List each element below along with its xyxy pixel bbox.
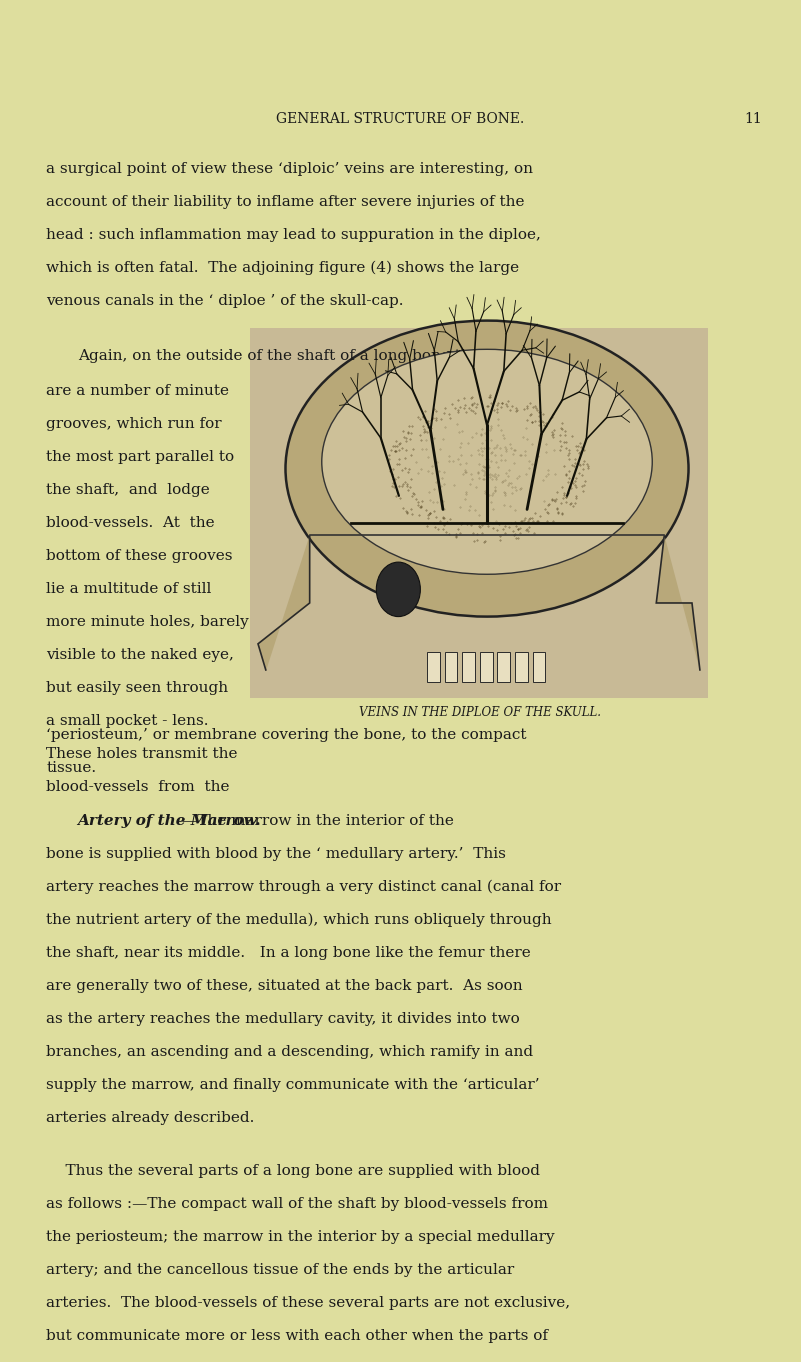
Text: These holes transmit the: These holes transmit the	[46, 746, 238, 761]
Ellipse shape	[285, 320, 689, 617]
Text: are a number of minute: are a number of minute	[46, 384, 229, 398]
Text: account of their liability to inflame after severe injuries of the: account of their liability to inflame af…	[46, 195, 525, 208]
Text: lie a multitude of still: lie a multitude of still	[46, 582, 211, 597]
Text: the periosteum; the marrow in the interior by a special medullary: the periosteum; the marrow in the interi…	[46, 1230, 555, 1244]
Text: the shaft, near its middle.   In a long bone like the femur there: the shaft, near its middle. In a long bo…	[46, 947, 531, 960]
Text: the most part parallel to: the most part parallel to	[46, 449, 235, 464]
Text: the shaft,  and  lodge: the shaft, and lodge	[46, 484, 210, 497]
Text: supply the marrow, and finally communicate with the ‘articular’: supply the marrow, and finally communica…	[46, 1077, 540, 1092]
PathPatch shape	[656, 535, 700, 670]
Bar	[445, 651, 457, 681]
Text: a surgical point of view these ‘diploic’ veins are interesting, on: a surgical point of view these ‘diploic’…	[46, 162, 533, 176]
Text: ‘periosteum,’ or membrane covering the bone, to the compact: ‘periosteum,’ or membrane covering the b…	[46, 729, 527, 742]
Text: the nutrient artery of the medulla), which runs obliquely through: the nutrient artery of the medulla), whi…	[46, 913, 552, 928]
Text: grooves, which run for: grooves, which run for	[46, 417, 222, 430]
Text: but communicate more or less with each other when the parts of: but communicate more or less with each o…	[46, 1329, 549, 1343]
Text: more minute holes, barely: more minute holes, barely	[46, 616, 249, 629]
Text: Thus the several parts of a long bone are supplied with blood: Thus the several parts of a long bone ar…	[46, 1165, 541, 1178]
Text: bone is supplied with blood by the ‘ medullary artery.’  This: bone is supplied with blood by the ‘ med…	[46, 847, 506, 861]
Text: arteries.  The blood-vessels of these several parts are not exclusive,: arteries. The blood-vessels of these sev…	[46, 1297, 570, 1310]
Text: 11: 11	[745, 112, 763, 127]
Text: artery; and the cancellous tissue of the ends by the articular: artery; and the cancellous tissue of the…	[46, 1263, 515, 1278]
Text: which is often fatal.  The adjoining figure (4) shows the large: which is often fatal. The adjoining figu…	[46, 262, 520, 275]
Text: bottom of these grooves: bottom of these grooves	[46, 549, 233, 563]
Text: visible to the naked eye,: visible to the naked eye,	[46, 648, 235, 662]
Text: as the artery reaches the medullary cavity, it divides into two: as the artery reaches the medullary cavi…	[46, 1012, 520, 1026]
Text: venous canals in the ‘ diploe ’ of the skull-cap.: venous canals in the ‘ diploe ’ of the s…	[46, 294, 404, 308]
PathPatch shape	[258, 535, 310, 670]
Text: are generally two of these, situated at the back part.  As soon: are generally two of these, situated at …	[46, 979, 523, 993]
Ellipse shape	[376, 563, 421, 617]
Bar	[480, 651, 493, 681]
Text: head : such inflammation may lead to suppuration in the diploe,: head : such inflammation may lead to sup…	[46, 227, 541, 242]
Text: artery reaches the marrow through a very distinct canal (canal for: artery reaches the marrow through a very…	[46, 880, 562, 895]
Text: branches, an ascending and a descending, which ramify in and: branches, an ascending and a descending,…	[46, 1045, 533, 1060]
Text: Again, on the outside of the shaft of a long bone there: Again, on the outside of the shaft of a …	[78, 349, 497, 364]
Bar	[427, 651, 440, 681]
Text: tissue.: tissue.	[46, 761, 97, 775]
Ellipse shape	[322, 349, 652, 575]
Text: as follows :—The compact wall of the shaft by blood-vessels from: as follows :—The compact wall of the sha…	[46, 1197, 549, 1211]
Bar	[250, 328, 708, 697]
Text: blood-vessels  from  the: blood-vessels from the	[46, 780, 230, 794]
Bar	[497, 651, 510, 681]
Text: a small pocket - lens.: a small pocket - lens.	[46, 714, 209, 729]
Text: VEINS IN THE DIPLOE OF THE SKULL.: VEINS IN THE DIPLOE OF THE SKULL.	[359, 706, 601, 719]
Text: arteries already described.: arteries already described.	[46, 1111, 255, 1125]
Bar	[533, 651, 545, 681]
Text: blood-vessels.  At  the: blood-vessels. At the	[46, 516, 215, 530]
Text: —The marrow in the interior of the: —The marrow in the interior of the	[182, 814, 453, 828]
Text: Artery of the Marrow.: Artery of the Marrow.	[77, 814, 260, 828]
Text: Fig. 4.: Fig. 4.	[444, 351, 493, 365]
Text: but easily seen through: but easily seen through	[46, 681, 228, 695]
Bar	[515, 651, 528, 681]
Bar	[462, 651, 475, 681]
Text: GENERAL STRUCTURE OF BONE.: GENERAL STRUCTURE OF BONE.	[276, 112, 525, 127]
